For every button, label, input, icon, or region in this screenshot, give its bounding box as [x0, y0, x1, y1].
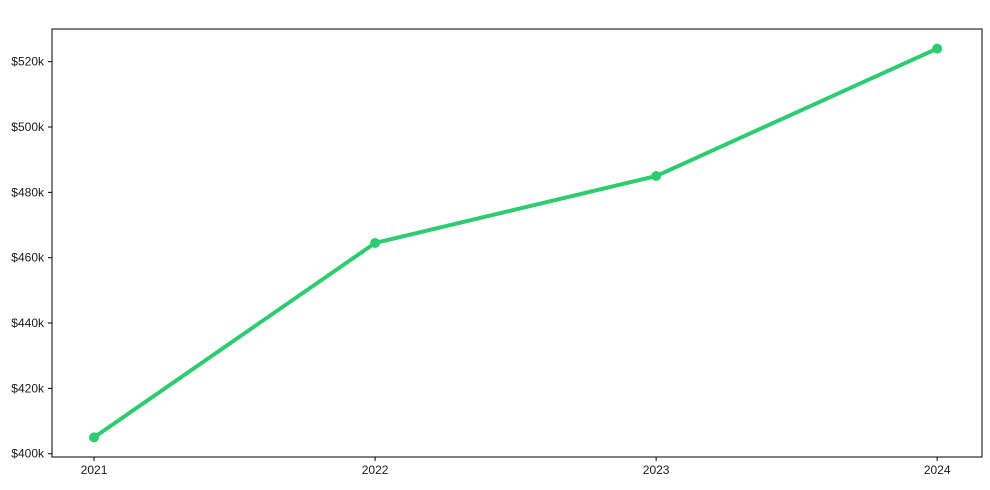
x-axis-tick-label: 2023: [643, 463, 670, 477]
y-axis-tick-label: $440k: [11, 316, 45, 330]
trend-line: [92, 46, 940, 440]
data-point-marker: [651, 171, 662, 182]
y-axis-tick-label: $460k: [11, 251, 45, 265]
y-axis-tick-label: $400k: [11, 447, 45, 461]
y-axis-tick-label: $500k: [11, 120, 45, 134]
y-axis-tick-label: $480k: [11, 185, 45, 199]
y-axis-tick-label: $520k: [11, 55, 45, 69]
x-axis-tick-label: 2024: [924, 463, 951, 477]
x-axis-tick-label: 2022: [362, 463, 389, 477]
plot-frame: [51, 28, 983, 458]
x-axis-tick-label: 2021: [81, 463, 108, 477]
data-point-marker: [932, 43, 943, 54]
data-point-marker: [89, 432, 100, 443]
data-point-marker: [370, 238, 381, 248]
y-axis-tick-label: $420k: [11, 381, 45, 395]
